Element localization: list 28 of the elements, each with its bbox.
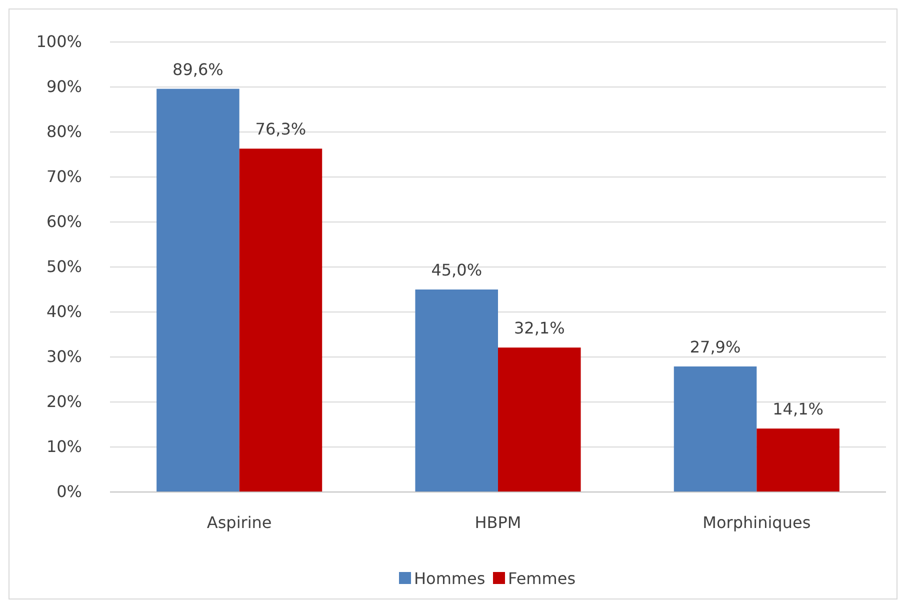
bar [415, 290, 498, 492]
y-tick-label: 60% [46, 212, 82, 231]
y-tick-label: 50% [46, 257, 82, 276]
data-label: 76,3% [255, 120, 306, 139]
y-tick-label: 30% [46, 347, 82, 366]
y-tick-label: 10% [46, 437, 82, 456]
bar [239, 148, 322, 492]
legend-label: Hommes [414, 569, 486, 588]
data-label: 27,9% [690, 337, 741, 356]
data-label: 14,1% [772, 400, 824, 419]
y-tick-label: 20% [46, 392, 82, 411]
x-tick-label: HBPM [474, 513, 522, 532]
y-tick-label: 0% [56, 482, 82, 501]
data-label: 45,0% [431, 260, 482, 280]
y-tick-label: 40% [46, 302, 82, 321]
data-label: 32,1% [514, 318, 565, 338]
y-tick-label: 70% [46, 167, 82, 186]
bar [156, 88, 240, 492]
bar [498, 348, 581, 492]
bar [756, 428, 840, 492]
x-tick-label: Morphiniques [702, 513, 811, 532]
y-tick-label: 100% [36, 32, 82, 51]
y-tick-label: 80% [46, 122, 82, 141]
data-label: 89,6% [172, 60, 224, 79]
x-tick-label: Aspirine [206, 513, 272, 532]
legend-label: Femmes [508, 569, 576, 588]
y-tick-label: 90% [46, 77, 82, 96]
bar [674, 366, 757, 492]
